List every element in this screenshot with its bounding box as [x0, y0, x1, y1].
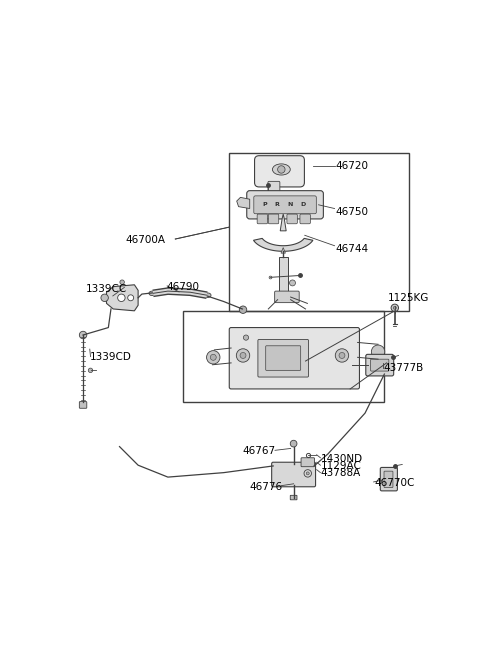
FancyBboxPatch shape	[254, 155, 304, 187]
Ellipse shape	[273, 164, 290, 175]
Circle shape	[289, 280, 296, 286]
Circle shape	[372, 345, 385, 358]
Text: 46790: 46790	[166, 281, 199, 292]
Text: 1129AC: 1129AC	[321, 461, 361, 471]
FancyBboxPatch shape	[272, 462, 315, 487]
Polygon shape	[280, 214, 286, 231]
Circle shape	[391, 304, 398, 312]
Circle shape	[88, 368, 93, 373]
FancyBboxPatch shape	[268, 181, 280, 202]
Circle shape	[236, 349, 250, 362]
FancyBboxPatch shape	[258, 339, 309, 377]
Text: D: D	[300, 201, 305, 207]
Circle shape	[339, 352, 345, 358]
FancyBboxPatch shape	[229, 327, 360, 389]
Circle shape	[118, 294, 125, 302]
Text: 46776: 46776	[250, 482, 283, 492]
Text: 46700A: 46700A	[125, 235, 165, 245]
Text: P: P	[262, 201, 267, 207]
Text: 46744: 46744	[335, 245, 369, 255]
Text: 46720: 46720	[335, 161, 368, 171]
FancyBboxPatch shape	[300, 214, 311, 224]
Circle shape	[277, 166, 285, 173]
Circle shape	[240, 352, 246, 358]
Text: N: N	[287, 201, 293, 207]
Text: 1339CD: 1339CD	[90, 352, 132, 362]
Circle shape	[120, 280, 124, 285]
Text: 46767: 46767	[242, 446, 276, 456]
Text: 43788A: 43788A	[321, 468, 360, 478]
Circle shape	[290, 440, 297, 447]
Polygon shape	[281, 247, 286, 253]
Circle shape	[306, 472, 309, 475]
Polygon shape	[107, 285, 138, 311]
Circle shape	[335, 349, 348, 362]
FancyBboxPatch shape	[287, 214, 297, 224]
Polygon shape	[253, 238, 313, 251]
Text: 1339CC: 1339CC	[86, 283, 127, 293]
FancyBboxPatch shape	[380, 468, 397, 491]
Text: 43777B: 43777B	[384, 363, 424, 373]
Circle shape	[128, 295, 133, 300]
Circle shape	[243, 335, 249, 340]
Circle shape	[79, 331, 87, 338]
FancyBboxPatch shape	[254, 196, 316, 214]
Text: 46770C: 46770C	[374, 478, 415, 488]
FancyBboxPatch shape	[290, 495, 297, 500]
Circle shape	[240, 306, 247, 314]
FancyBboxPatch shape	[268, 214, 279, 224]
Text: 46750: 46750	[335, 207, 368, 217]
FancyBboxPatch shape	[79, 401, 87, 408]
Polygon shape	[237, 197, 250, 209]
Circle shape	[210, 354, 216, 360]
FancyBboxPatch shape	[266, 346, 300, 371]
FancyBboxPatch shape	[275, 291, 299, 302]
Circle shape	[101, 294, 108, 302]
Ellipse shape	[149, 291, 156, 296]
FancyBboxPatch shape	[279, 257, 288, 298]
Ellipse shape	[204, 293, 211, 297]
FancyBboxPatch shape	[366, 354, 394, 376]
Text: 1125KG: 1125KG	[387, 293, 429, 303]
FancyBboxPatch shape	[301, 458, 314, 466]
FancyBboxPatch shape	[384, 471, 393, 487]
Circle shape	[206, 350, 220, 364]
FancyBboxPatch shape	[371, 359, 389, 371]
Text: R: R	[275, 201, 280, 207]
Circle shape	[393, 306, 396, 310]
FancyBboxPatch shape	[257, 214, 267, 224]
Text: 1430ND: 1430ND	[321, 453, 362, 464]
FancyBboxPatch shape	[247, 191, 324, 219]
